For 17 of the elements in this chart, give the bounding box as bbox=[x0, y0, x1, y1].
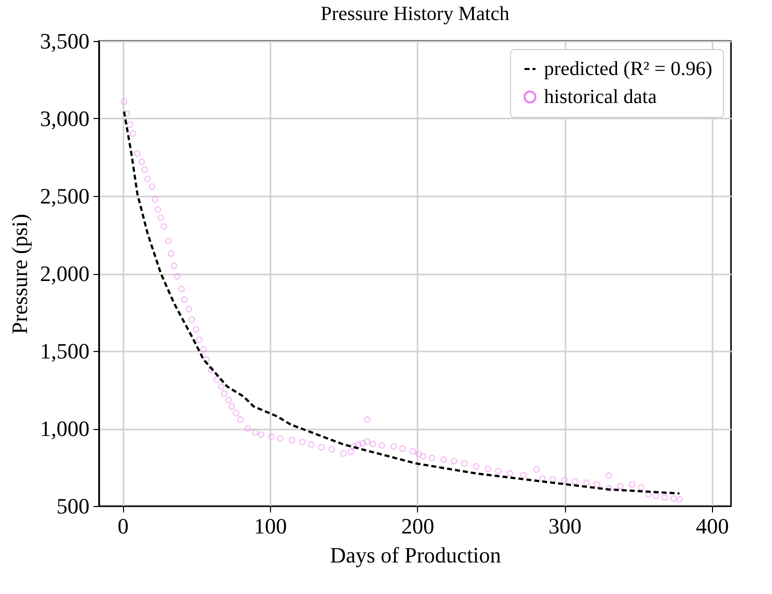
y-tick-label: 3,500 bbox=[40, 28, 90, 54]
legend-label: predicted (R² = 0.96) bbox=[544, 58, 712, 80]
y-tick-label: 2,500 bbox=[40, 184, 90, 208]
y-tick-label: 3,000 bbox=[40, 106, 90, 131]
x-axis-title: Days of Production bbox=[330, 542, 502, 568]
y-tick-label: 500 bbox=[56, 494, 90, 518]
y-tick-label: 2,000 bbox=[40, 261, 90, 286]
x-tick-label: 100 bbox=[254, 514, 287, 538]
x-tick-label: 300 bbox=[548, 514, 582, 538]
chart-title: Pressure History Match bbox=[320, 3, 510, 25]
x-tick-label: 400 bbox=[696, 514, 729, 538]
x-tick-label: 0 bbox=[118, 514, 129, 538]
y-axis-title: Pressure (psi) bbox=[7, 214, 32, 334]
legend-label: historical data bbox=[544, 86, 657, 108]
x-tick-label: 200 bbox=[401, 514, 434, 538]
y-tick-label: 1,000 bbox=[40, 416, 90, 441]
y-tick-label: 1,500 bbox=[40, 338, 90, 364]
